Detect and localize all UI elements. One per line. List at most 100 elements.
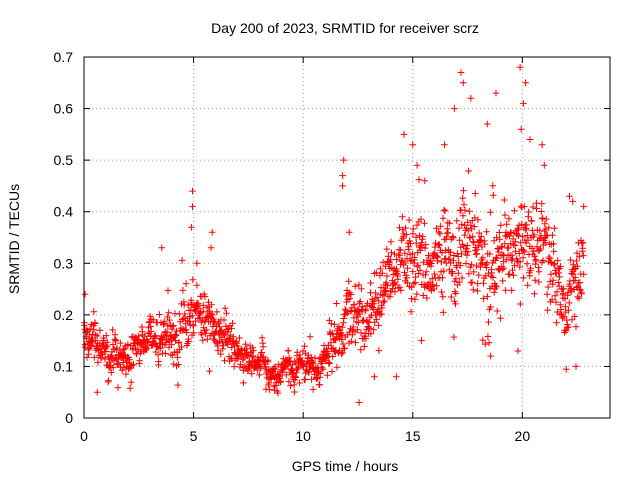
data-point: [518, 220, 526, 228]
data-point: [414, 263, 421, 270]
data-point: [547, 270, 555, 278]
data-point: [477, 260, 485, 268]
y-tick-label: 0.7: [54, 49, 74, 65]
data-point: [579, 239, 587, 247]
data-point: [93, 388, 101, 396]
y-tick-label: 0.3: [54, 255, 74, 271]
data-point: [566, 192, 573, 200]
data-point: [326, 317, 333, 324]
data-point: [164, 287, 172, 294]
data-point: [469, 238, 477, 246]
data-point: [515, 232, 522, 239]
data-point: [454, 281, 461, 289]
data-point: [136, 357, 143, 364]
data-point: [133, 350, 141, 358]
data-point: [373, 269, 380, 277]
data-point: [576, 286, 583, 293]
data-point: [505, 244, 512, 252]
y-tick-label: 0: [65, 410, 73, 426]
data-point: [461, 231, 468, 239]
data-point: [329, 353, 336, 360]
data-point: [516, 250, 523, 257]
data-point: [199, 337, 207, 344]
data-point: [407, 240, 414, 247]
data-point: [567, 256, 574, 264]
data-point: [418, 337, 425, 344]
data-point: [282, 363, 290, 371]
data-point: [127, 364, 135, 372]
data-point: [545, 224, 553, 232]
data-point: [578, 290, 585, 298]
data-point: [434, 254, 441, 261]
data-point: [114, 384, 122, 391]
data-point: [159, 334, 167, 342]
data-point: [379, 292, 386, 299]
data-point: [349, 323, 357, 331]
data-point: [401, 259, 409, 267]
data-point: [464, 218, 471, 226]
data-point: [179, 316, 186, 323]
data-point: [499, 266, 506, 273]
data-point: [565, 307, 572, 314]
data-point: [219, 345, 226, 353]
data-point: [506, 232, 513, 240]
data-point: [181, 310, 188, 318]
data-point: [441, 141, 448, 148]
data-point: [442, 255, 449, 262]
data-point: [165, 309, 172, 316]
data-point: [144, 339, 152, 346]
data-point: [392, 281, 399, 288]
data-point: [124, 341, 132, 348]
x-tick-label: 10: [295, 428, 311, 444]
data-point: [404, 279, 411, 286]
data-point: [447, 249, 454, 256]
data-point: [450, 333, 458, 341]
data-point: [436, 230, 444, 238]
data-point: [551, 260, 558, 267]
data-point: [524, 281, 531, 289]
data-point: [500, 264, 508, 272]
data-point: [335, 323, 343, 330]
data-point: [457, 262, 464, 269]
data-point: [346, 308, 354, 315]
data-point: [423, 294, 431, 302]
data-point: [467, 279, 475, 287]
data-point: [393, 265, 400, 273]
data-point: [311, 354, 319, 362]
data-point: [378, 304, 386, 312]
data-point: [412, 273, 419, 281]
data-point: [377, 265, 384, 273]
data-point: [355, 281, 363, 289]
data-point: [306, 333, 314, 340]
data-point: [493, 254, 501, 262]
data-point: [240, 379, 247, 387]
data-point: [200, 302, 207, 309]
data-point: [221, 304, 229, 312]
data-point: [376, 311, 384, 319]
data-point: [497, 315, 504, 322]
data-point: [475, 271, 482, 279]
data-point: [417, 215, 425, 223]
data-point: [450, 252, 458, 259]
data-point: [333, 363, 341, 371]
data-point: [528, 217, 535, 225]
data-point: [284, 362, 291, 369]
data-point: [487, 303, 494, 311]
data-point: [340, 156, 347, 164]
data-point: [318, 364, 326, 371]
data-point: [374, 305, 382, 313]
data-point: [220, 316, 228, 324]
data-point: [421, 244, 429, 252]
data-point: [367, 330, 375, 337]
data-point: [266, 386, 273, 393]
data-point: [508, 287, 515, 294]
data-point: [557, 263, 564, 270]
data-point: [535, 278, 543, 286]
data-point: [488, 269, 495, 277]
data-point: [329, 330, 336, 337]
data-point: [530, 231, 538, 238]
data-point: [355, 319, 362, 326]
data-point: [373, 316, 380, 323]
data-point: [415, 176, 423, 183]
